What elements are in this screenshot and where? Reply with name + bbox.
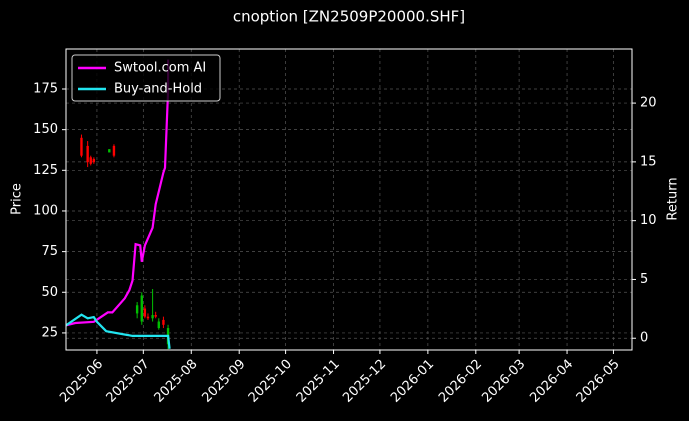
candle-body — [154, 315, 157, 317]
y-tick-label: 125 — [33, 163, 58, 178]
candle-body — [86, 145, 89, 163]
y2-axis-label: Return — [666, 177, 681, 220]
candle-body — [162, 319, 165, 325]
candle-body — [146, 316, 150, 319]
y-tick-label: 75 — [41, 244, 58, 259]
legend-label: Buy-and-Hold — [114, 82, 202, 97]
chart-title: cnoption [ZN2509P20000.SHF] — [233, 8, 465, 26]
candle-body — [140, 295, 143, 322]
candle-body — [92, 158, 96, 163]
y2-tick-label: 0 — [640, 331, 648, 346]
plot — [66, 59, 171, 350]
candle-body — [108, 149, 111, 153]
y2-tick-label: 5 — [640, 272, 648, 287]
y-axis-label: Price — [10, 183, 25, 215]
line-series — [66, 313, 171, 349]
candle-body — [143, 308, 147, 317]
y-tick-label: 100 — [33, 203, 58, 218]
candle-body — [112, 145, 116, 156]
candle-body — [135, 305, 139, 314]
y-tick-label: 25 — [41, 325, 58, 340]
y-tick-label: 150 — [33, 122, 58, 137]
line-series — [66, 59, 170, 327]
y-tick-label: 50 — [41, 285, 58, 300]
candle-body — [80, 137, 83, 156]
candle-body — [157, 321, 160, 329]
candle-body — [151, 315, 154, 319]
y2-tick-label: 10 — [640, 213, 657, 228]
y2-tick-label: 15 — [640, 154, 657, 169]
legend-box — [71, 54, 221, 102]
plot-frame — [65, 48, 633, 351]
legend-label: Swtool.com AI — [114, 61, 206, 76]
y2-tick-label: 20 — [640, 96, 657, 111]
candle-body — [89, 157, 92, 164]
y-tick-label: 175 — [33, 82, 58, 97]
